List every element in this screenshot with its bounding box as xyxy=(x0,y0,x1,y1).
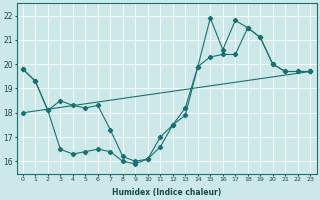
X-axis label: Humidex (Indice chaleur): Humidex (Indice chaleur) xyxy=(112,188,221,197)
